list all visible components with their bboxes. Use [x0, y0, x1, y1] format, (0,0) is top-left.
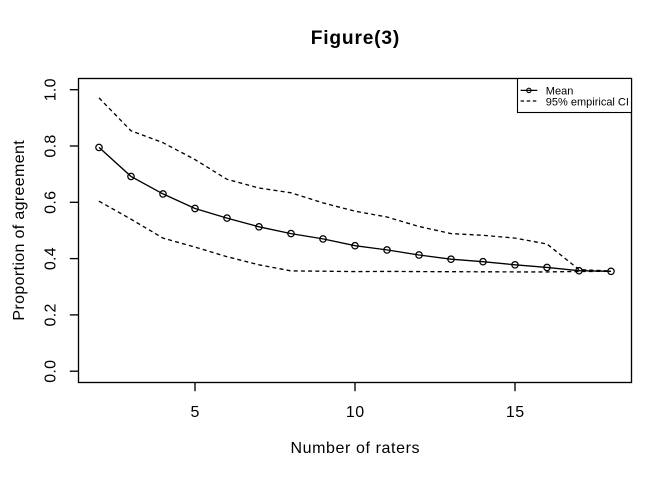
svg-text:15: 15 [506, 404, 525, 421]
svg-text:1.0: 1.0 [43, 78, 60, 101]
svg-text:10: 10 [346, 404, 365, 421]
svg-text:Proportion of agreement: Proportion of agreement [11, 140, 28, 321]
svg-text:0.6: 0.6 [43, 191, 60, 214]
svg-text:Figure(3): Figure(3) [311, 28, 400, 49]
svg-text:0.4: 0.4 [43, 247, 60, 270]
svg-text:Mean: Mean [546, 86, 574, 98]
svg-text:95% empirical CI: 95% empirical CI [546, 96, 629, 108]
svg-text:0.0: 0.0 [43, 360, 60, 383]
svg-text:Number of raters: Number of raters [290, 440, 420, 457]
svg-text:0.2: 0.2 [43, 303, 60, 326]
svg-text:0.8: 0.8 [43, 134, 60, 157]
svg-text:5: 5 [191, 404, 200, 421]
